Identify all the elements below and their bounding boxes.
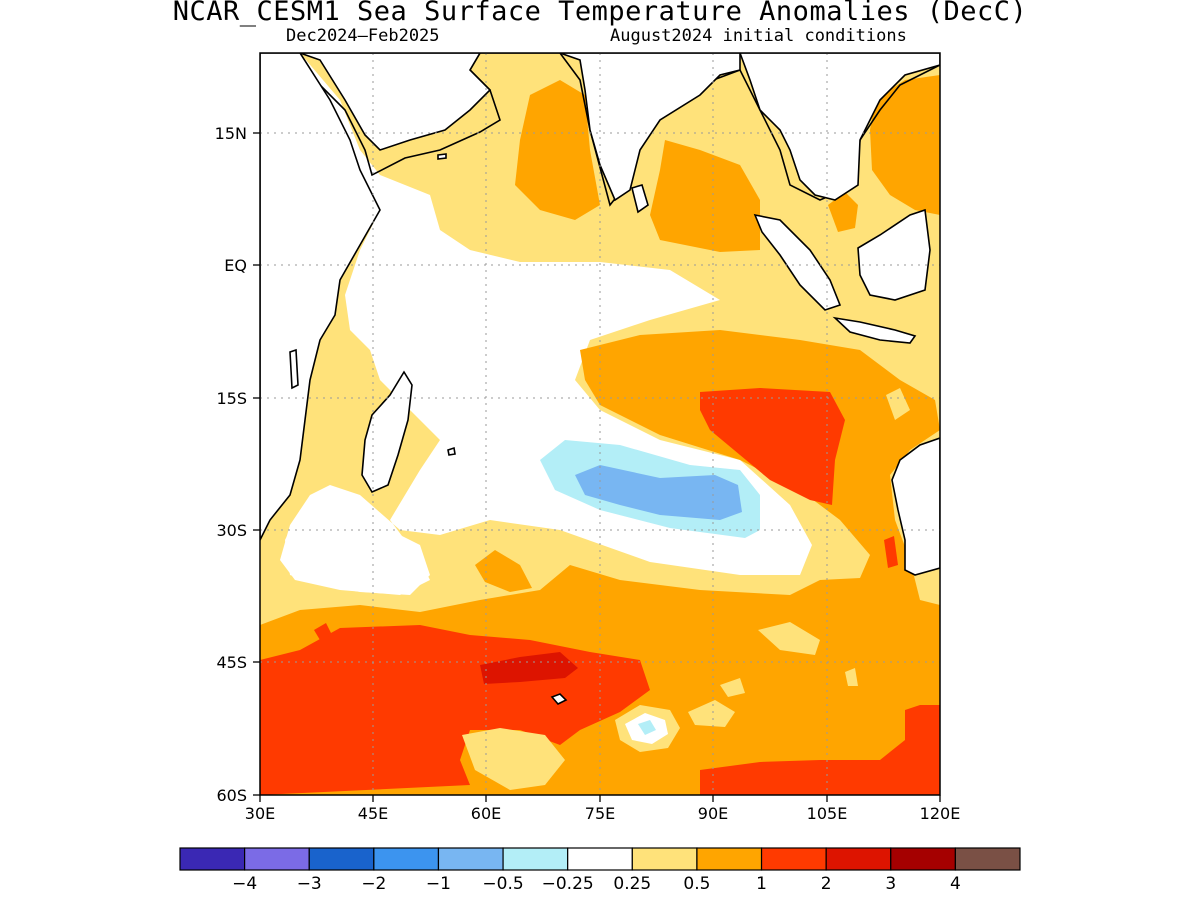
lon-label-105e: 105E — [807, 804, 848, 823]
coast-srilanka — [631, 184, 649, 214]
latitude-labels: 15N EQ 15S 30S 45S 60S — [215, 124, 247, 805]
colorbar-swatch-6 — [567, 847, 633, 871]
coast-east-africa — [260, 53, 381, 541]
colorbar-swatch-11 — [890, 847, 956, 871]
coast-mascarene — [447, 446, 456, 456]
colorbar-swatch-5 — [502, 847, 569, 871]
anomaly-darkred — [480, 652, 578, 684]
lat-label-15n: 15N — [215, 124, 247, 143]
coast-java — [832, 316, 917, 344]
anomaly-orange-arabian — [515, 80, 600, 220]
colorbar-swatch-0 — [179, 847, 246, 871]
anomaly-red-southeast — [700, 705, 940, 795]
anomaly-yellow-isle-1 — [758, 622, 820, 655]
coast-australia — [891, 437, 940, 576]
anomaly-orange-bengal — [650, 140, 760, 252]
forecast-period: Dec2024–Feb2025 — [286, 26, 440, 46]
coast-madagascar — [361, 370, 413, 494]
lon-label-75e: 75E — [585, 804, 615, 823]
anomaly-cyan-south — [638, 720, 656, 735]
coast-sumatra — [753, 213, 842, 311]
colorbar-labels: −4 −3 −2 −1 −0.5 −0.25 0.25 0.5 1 2 3 4 — [232, 874, 961, 894]
anomaly-yellow-isle-5 — [886, 388, 910, 420]
anomaly-yellow-isle-2 — [720, 678, 745, 697]
lat-label-eq: EQ — [224, 256, 247, 275]
colorbar-label-2: −2 — [361, 874, 386, 894]
colorbar-label-4: −0.5 — [482, 874, 523, 894]
coastlines — [260, 53, 940, 705]
lat-label-15s: 15S — [216, 389, 247, 408]
colorbar-swatch-2 — [308, 847, 375, 871]
colorbar-label-0: −4 — [232, 874, 257, 894]
map-title: NCAR_CESM1 Sea Surface Temperature Anoma… — [172, 0, 1028, 27]
colorbar-label-7: 0.5 — [683, 874, 710, 894]
lat-label-30s: 30S — [216, 521, 247, 540]
anomaly-orange-scs-small — [828, 192, 858, 232]
coast-india — [559, 53, 741, 202]
colorbar-label-3: −1 — [426, 874, 451, 894]
colorbar-swatch-8 — [696, 847, 763, 871]
coast-arabia — [299, 53, 492, 151]
anomaly-yellow-south — [462, 728, 565, 790]
colorbar-label-6: 0.25 — [613, 874, 651, 894]
lat-label-60s: 60S — [216, 786, 247, 805]
longitude-labels: 30E 45E 60E 75E 90E 105E 120E — [245, 804, 961, 823]
lat-label-45s: 45S — [216, 653, 247, 672]
coast-seasia — [739, 53, 940, 201]
anomaly-white-west — [260, 53, 812, 595]
initial-conditions: August2024 initial conditions — [610, 26, 907, 46]
colorbar-label-9: 2 — [821, 874, 832, 894]
lon-label-45e: 45E — [358, 804, 388, 823]
lon-label-120e: 120E — [920, 804, 961, 823]
coast-borneo — [857, 208, 931, 301]
colorbar-swatch-9 — [760, 847, 827, 871]
gridlines — [260, 53, 940, 795]
anomaly-red-nwaus — [700, 388, 845, 505]
colorbar-label-10: 3 — [885, 874, 896, 894]
colorbar-label-8: 1 — [756, 874, 767, 894]
anomaly-red-small-1 — [314, 623, 332, 640]
coast-comoros — [289, 348, 299, 390]
lon-label-30e: 30E — [245, 804, 275, 823]
anomaly-yellow-isle-4 — [845, 668, 858, 686]
colorbar-swatch-10 — [825, 847, 892, 871]
tick-marks — [253, 132, 941, 802]
anomaly-red-westaus — [884, 536, 898, 568]
colorbar-swatch-7 — [631, 847, 698, 871]
anomaly-white-sw — [285, 495, 430, 595]
anomaly-yellow-isle-3 — [688, 700, 735, 727]
anomaly-blue — [575, 465, 742, 520]
lon-label-90e: 90E — [698, 804, 728, 823]
coast-kerguelen — [550, 693, 568, 705]
colorbar-label-11: 4 — [950, 874, 961, 894]
anomaly-orange-blob — [475, 550, 532, 592]
colorbar-swatch-12 — [954, 847, 1021, 871]
lon-label-60e: 60E — [471, 804, 501, 823]
colorbar-swatch-4 — [437, 847, 504, 871]
anomaly-orange-scs — [870, 75, 940, 215]
colorbar-swatch-3 — [373, 847, 440, 871]
coast-socotra — [437, 153, 447, 160]
colorbar-label-1: −3 — [297, 874, 322, 894]
colorbar-swatch-1 — [244, 847, 310, 871]
colorbar-label-5: −0.25 — [542, 874, 594, 894]
colorbar — [179, 847, 1021, 871]
